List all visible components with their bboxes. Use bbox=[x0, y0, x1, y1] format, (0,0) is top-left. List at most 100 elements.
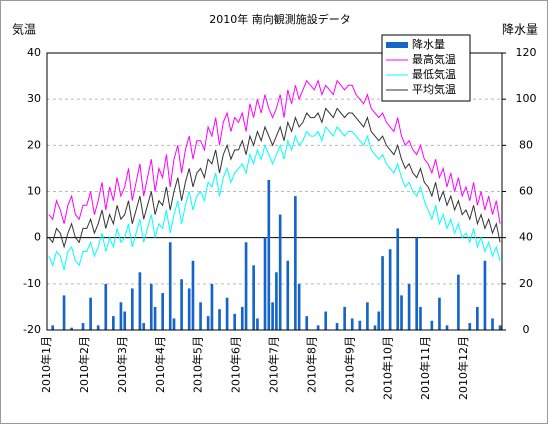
bar bbox=[187, 288, 191, 330]
legend-label: 平均気温 bbox=[412, 82, 456, 96]
x-tick-label: 2010年3月 bbox=[115, 336, 129, 393]
x-tick-label: 2010年8月 bbox=[304, 336, 318, 393]
y-tick-label: 10 bbox=[27, 185, 41, 198]
bar bbox=[233, 313, 237, 330]
bar bbox=[96, 325, 100, 330]
x-tick-label: 2010年4月 bbox=[153, 336, 167, 393]
y2-axis-label: 降水量 bbox=[502, 23, 538, 37]
x-tick-label: 2010年12月 bbox=[456, 336, 470, 400]
bar bbox=[278, 214, 282, 330]
bar bbox=[161, 293, 164, 330]
bar bbox=[256, 318, 259, 330]
bar bbox=[286, 260, 290, 330]
bar bbox=[468, 323, 472, 330]
y2-tick-label: 60 bbox=[519, 185, 533, 198]
bar bbox=[180, 279, 183, 330]
bar bbox=[130, 288, 134, 330]
y2-tick-label: 0 bbox=[523, 323, 530, 336]
bar bbox=[70, 327, 73, 330]
line bbox=[48, 125, 501, 271]
bar bbox=[381, 256, 384, 330]
bar bbox=[350, 318, 354, 330]
bar bbox=[138, 272, 142, 330]
bar bbox=[294, 196, 297, 330]
bar bbox=[240, 306, 244, 330]
bar bbox=[275, 272, 278, 330]
bar bbox=[51, 325, 55, 330]
bar bbox=[419, 306, 422, 330]
bar bbox=[206, 316, 210, 330]
bar bbox=[112, 316, 115, 330]
bar bbox=[119, 302, 123, 330]
y2-tick-label: 40 bbox=[519, 231, 533, 244]
y2-tick-label: 80 bbox=[519, 138, 533, 151]
bar bbox=[218, 309, 221, 330]
y-axis-label: 気温 bbox=[12, 22, 36, 37]
bar bbox=[358, 320, 362, 330]
bar bbox=[324, 311, 328, 330]
bar bbox=[335, 323, 339, 330]
bar bbox=[104, 283, 108, 330]
bar bbox=[476, 306, 479, 330]
bar bbox=[407, 283, 411, 330]
legend-swatch bbox=[386, 42, 408, 48]
bar bbox=[62, 295, 66, 330]
line bbox=[48, 79, 501, 224]
bar bbox=[210, 283, 214, 330]
x-tick-label: 2010年10月 bbox=[380, 336, 394, 400]
bar bbox=[305, 316, 309, 330]
bar bbox=[149, 283, 153, 330]
bar bbox=[153, 306, 157, 330]
bar bbox=[172, 318, 176, 330]
bar bbox=[445, 325, 449, 330]
bar bbox=[438, 297, 441, 330]
x-tick-label: 2010年5月 bbox=[191, 336, 205, 393]
bar bbox=[263, 237, 267, 330]
bar bbox=[225, 297, 229, 330]
bar bbox=[343, 306, 346, 330]
legend-label: 最高気温 bbox=[412, 52, 456, 66]
chart-title: 2010年 南向観測施設データ bbox=[209, 12, 351, 26]
legend-label: 最低気温 bbox=[412, 67, 456, 81]
y-tick-label: 40 bbox=[27, 46, 41, 59]
bar bbox=[396, 228, 400, 330]
bar bbox=[271, 302, 274, 330]
bar bbox=[267, 179, 271, 330]
x-tick-label: 2010年11月 bbox=[418, 336, 432, 400]
bar bbox=[252, 265, 255, 330]
legend-label: 降水量 bbox=[412, 37, 445, 51]
y2-tick-label: 20 bbox=[519, 277, 533, 290]
bar bbox=[244, 242, 248, 330]
bar bbox=[400, 295, 403, 330]
bar bbox=[89, 297, 92, 330]
x-tick-label: 2010年2月 bbox=[77, 336, 91, 393]
bar bbox=[415, 237, 419, 330]
bar bbox=[491, 318, 494, 330]
bar bbox=[316, 325, 320, 330]
bar bbox=[297, 283, 301, 330]
bar bbox=[142, 323, 146, 330]
bar bbox=[498, 325, 502, 330]
x-tick-label: 2010年1月 bbox=[39, 336, 53, 393]
y-tick-label: 20 bbox=[27, 138, 41, 151]
y-tick-label: -10 bbox=[23, 277, 41, 290]
y-tick-label: 0 bbox=[34, 231, 41, 244]
y-tick-label: -20 bbox=[23, 323, 41, 336]
bar bbox=[373, 325, 377, 330]
bar bbox=[430, 320, 434, 330]
bar bbox=[377, 311, 381, 330]
bar bbox=[483, 260, 487, 330]
bar bbox=[81, 323, 85, 330]
plot-border bbox=[46, 52, 503, 331]
x-tick-label: 2010年7月 bbox=[267, 336, 281, 393]
bar bbox=[191, 260, 195, 330]
x-tick-label: 2010年6月 bbox=[229, 336, 243, 393]
y-tick-label: 30 bbox=[27, 92, 41, 105]
line bbox=[48, 107, 501, 249]
bar bbox=[457, 274, 460, 330]
bar bbox=[123, 311, 127, 330]
bar bbox=[168, 242, 172, 330]
bar bbox=[388, 249, 392, 330]
bar bbox=[366, 302, 369, 330]
